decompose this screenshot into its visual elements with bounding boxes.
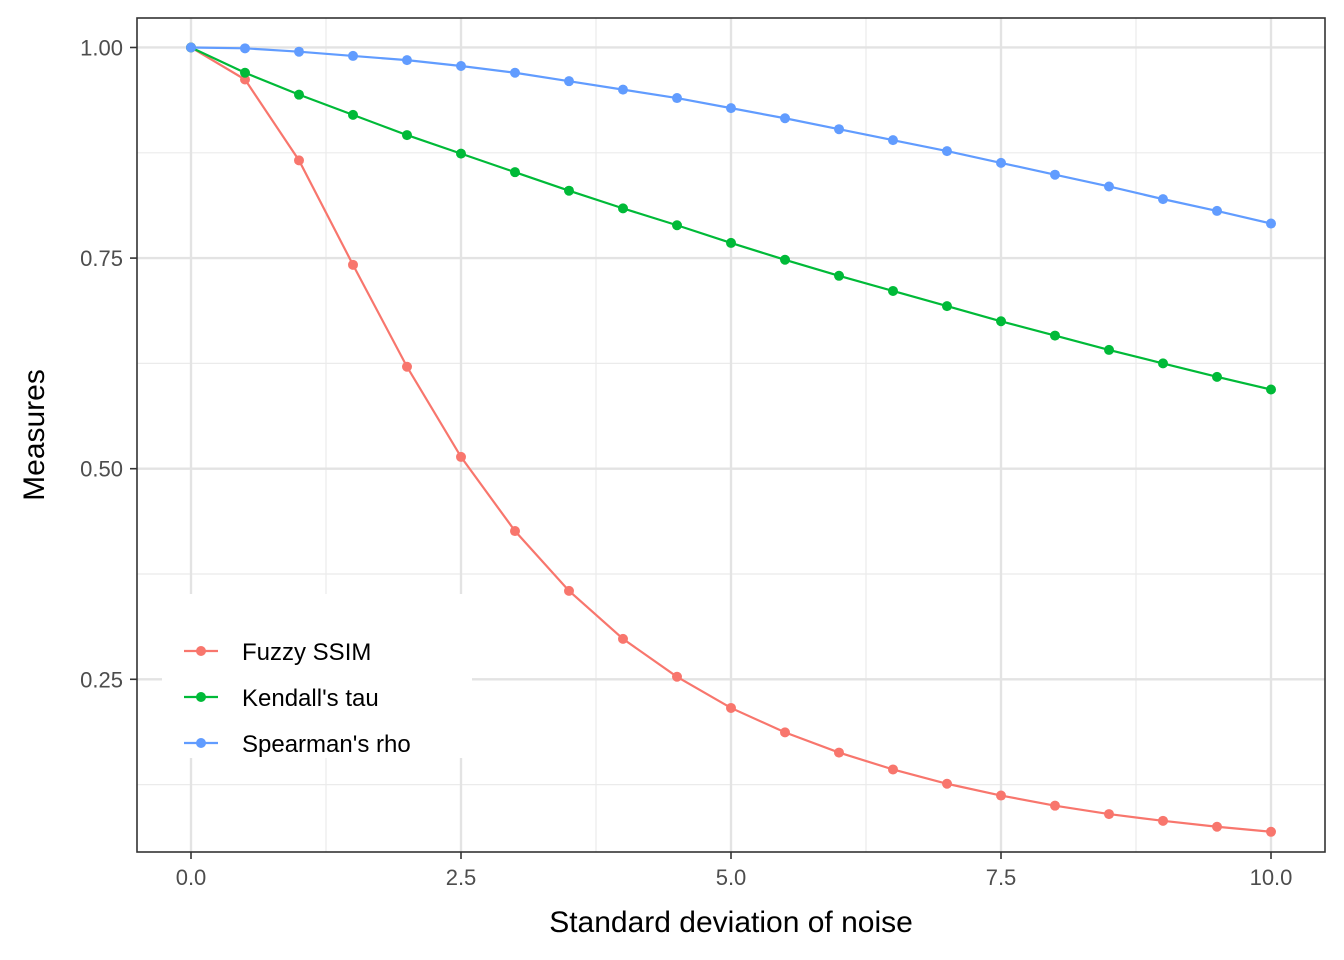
data-point bbox=[294, 89, 304, 100]
data-point bbox=[726, 103, 736, 114]
x-axis: 0.0 2.5 5.0 7.5 10.0 bbox=[176, 852, 1293, 890]
y-tick-label: 0.50 bbox=[80, 457, 123, 482]
x-axis-title: Standard deviation of noise bbox=[549, 906, 913, 939]
y-tick-label: 0.75 bbox=[80, 246, 123, 271]
legend-key-point bbox=[196, 738, 206, 748]
data-point bbox=[888, 764, 898, 775]
data-point bbox=[996, 790, 1006, 801]
data-point bbox=[456, 148, 466, 159]
data-point bbox=[1050, 800, 1060, 811]
legend-item: Kendall's tau bbox=[184, 685, 379, 712]
data-point bbox=[834, 270, 844, 281]
data-point bbox=[672, 93, 682, 104]
x-tick-label: 7.5 bbox=[986, 865, 1017, 890]
data-point bbox=[1158, 358, 1168, 369]
data-point bbox=[456, 61, 466, 72]
legend-label: Fuzzy SSIM bbox=[242, 639, 371, 666]
data-point bbox=[348, 109, 358, 120]
y-tick-label: 1.00 bbox=[80, 35, 123, 60]
data-point bbox=[1212, 371, 1222, 382]
data-point bbox=[996, 157, 1006, 168]
series-layer bbox=[186, 42, 1276, 837]
data-point bbox=[618, 633, 628, 644]
data-point bbox=[726, 702, 736, 713]
data-point bbox=[510, 167, 520, 178]
legend-background bbox=[162, 594, 472, 758]
data-point bbox=[834, 747, 844, 758]
data-point bbox=[1266, 826, 1276, 837]
data-point bbox=[186, 42, 196, 53]
data-point bbox=[1212, 205, 1222, 216]
data-point bbox=[1104, 809, 1114, 820]
data-point bbox=[942, 778, 952, 789]
data-point bbox=[1266, 218, 1276, 229]
data-point bbox=[402, 55, 412, 66]
data-point bbox=[1104, 344, 1114, 355]
data-point bbox=[888, 135, 898, 146]
data-point bbox=[1212, 821, 1222, 832]
data-point bbox=[1266, 384, 1276, 395]
data-point bbox=[942, 146, 952, 157]
y-axis-title: Measures bbox=[18, 369, 51, 501]
data-point bbox=[402, 361, 412, 372]
data-point bbox=[402, 130, 412, 141]
legend-label: Kendall's tau bbox=[242, 685, 379, 712]
data-point bbox=[1050, 330, 1060, 341]
data-point bbox=[618, 84, 628, 95]
data-point bbox=[1158, 815, 1168, 826]
data-point bbox=[1158, 194, 1168, 205]
data-point bbox=[780, 113, 790, 124]
data-point bbox=[240, 67, 250, 78]
data-point bbox=[672, 671, 682, 682]
data-point bbox=[510, 526, 520, 537]
y-axis: 0.25 0.50 0.75 1.00 bbox=[80, 35, 137, 692]
legend-key-point bbox=[196, 646, 206, 656]
data-point bbox=[294, 46, 304, 57]
legend: Fuzzy SSIM Kendall's tau Spearman's rho bbox=[162, 594, 472, 758]
legend-item: Spearman's rho bbox=[184, 731, 411, 758]
data-point bbox=[240, 43, 250, 54]
data-point bbox=[294, 155, 304, 166]
data-point bbox=[996, 316, 1006, 327]
data-point bbox=[1050, 169, 1060, 180]
data-point bbox=[672, 220, 682, 231]
series-spearman-s-rho bbox=[186, 42, 1276, 229]
data-point bbox=[888, 285, 898, 296]
data-point bbox=[1104, 181, 1114, 192]
data-point bbox=[834, 124, 844, 135]
data-point bbox=[348, 50, 358, 61]
x-tick-label: 10.0 bbox=[1250, 865, 1293, 890]
legend-item: Fuzzy SSIM bbox=[184, 639, 371, 666]
data-point bbox=[618, 203, 628, 214]
x-tick-label: 5.0 bbox=[716, 865, 747, 890]
data-point bbox=[780, 727, 790, 738]
legend-key-point bbox=[196, 692, 206, 702]
data-point bbox=[942, 301, 952, 312]
data-point bbox=[510, 67, 520, 78]
data-point bbox=[564, 185, 574, 196]
x-tick-label: 0.0 bbox=[176, 865, 207, 890]
data-point bbox=[348, 259, 358, 270]
data-point bbox=[456, 451, 466, 462]
x-tick-label: 2.5 bbox=[446, 865, 477, 890]
data-point bbox=[780, 254, 790, 265]
data-point bbox=[726, 237, 736, 248]
legend-label: Spearman's rho bbox=[242, 731, 411, 758]
data-point bbox=[564, 76, 574, 87]
data-point bbox=[564, 585, 574, 596]
y-tick-label: 0.25 bbox=[80, 667, 123, 692]
